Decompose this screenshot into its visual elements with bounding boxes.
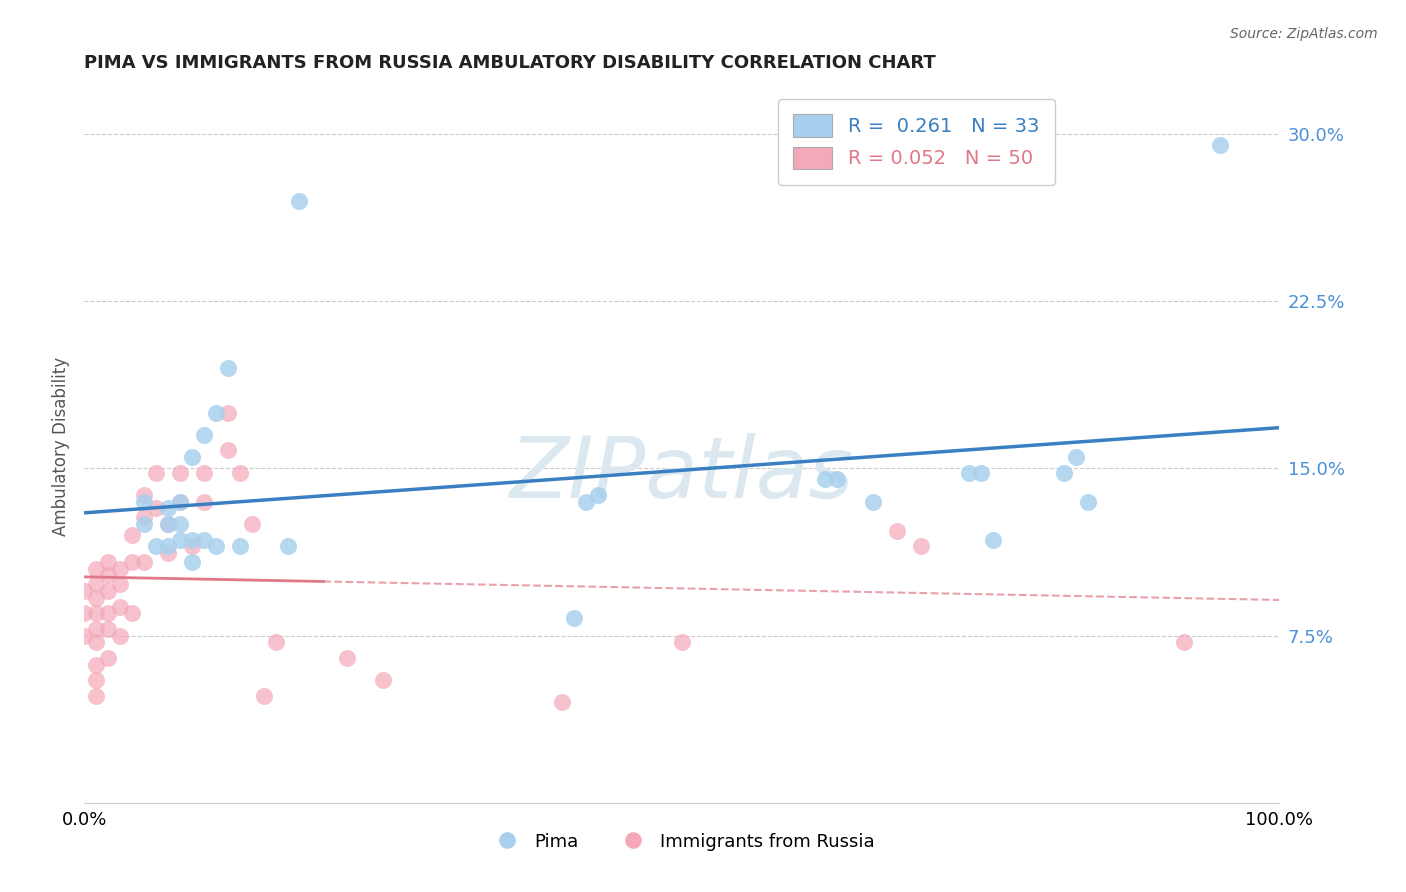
Point bbox=[157, 501, 180, 516]
Point bbox=[97, 555, 120, 569]
Legend: Pima, Immigrants from Russia: Pima, Immigrants from Russia bbox=[482, 826, 882, 858]
Point bbox=[86, 657, 108, 672]
Point bbox=[169, 466, 191, 480]
Point bbox=[97, 651, 120, 665]
Point bbox=[564, 610, 586, 624]
Y-axis label: Ambulatory Disability: Ambulatory Disability bbox=[52, 357, 70, 535]
Point bbox=[277, 539, 299, 553]
Point bbox=[157, 516, 180, 531]
Point bbox=[86, 622, 108, 636]
Point bbox=[169, 516, 191, 531]
Point bbox=[671, 635, 693, 649]
Point bbox=[132, 516, 156, 531]
Point bbox=[827, 473, 849, 487]
Point bbox=[886, 524, 908, 538]
Point bbox=[86, 673, 108, 687]
Point bbox=[145, 539, 167, 553]
Point bbox=[181, 555, 204, 569]
Point bbox=[86, 607, 108, 621]
Point bbox=[86, 635, 108, 649]
Text: ZIPatlas: ZIPatlas bbox=[510, 433, 853, 516]
Point bbox=[121, 555, 143, 569]
Point bbox=[1066, 450, 1088, 464]
Point bbox=[981, 533, 1004, 547]
Point bbox=[970, 466, 993, 480]
Point bbox=[181, 539, 204, 553]
Point bbox=[1173, 635, 1195, 649]
Point bbox=[264, 635, 287, 649]
Point bbox=[132, 510, 156, 524]
Point bbox=[86, 577, 108, 591]
Point bbox=[110, 562, 132, 576]
Point bbox=[229, 466, 252, 480]
Point bbox=[205, 405, 228, 419]
Point bbox=[1053, 466, 1076, 480]
Point bbox=[157, 546, 180, 560]
Text: Source: ZipAtlas.com: Source: ZipAtlas.com bbox=[1230, 27, 1378, 41]
Point bbox=[1209, 137, 1232, 152]
Point bbox=[110, 599, 132, 614]
Point bbox=[132, 488, 156, 502]
Point bbox=[97, 583, 120, 598]
Point bbox=[145, 501, 167, 516]
Point bbox=[575, 494, 598, 508]
Point bbox=[157, 516, 180, 531]
Point bbox=[121, 607, 143, 621]
Point bbox=[217, 360, 239, 375]
Point bbox=[288, 194, 311, 208]
Point bbox=[97, 568, 120, 582]
Point bbox=[217, 443, 239, 458]
Point bbox=[373, 673, 395, 687]
Point bbox=[169, 494, 191, 508]
Point bbox=[193, 494, 215, 508]
Point bbox=[157, 539, 180, 553]
Point bbox=[86, 689, 108, 703]
Point bbox=[551, 696, 574, 710]
Point bbox=[253, 689, 276, 703]
Point bbox=[86, 591, 108, 605]
Point bbox=[910, 539, 932, 553]
Point bbox=[1077, 494, 1099, 508]
Point bbox=[240, 516, 263, 531]
Point bbox=[121, 528, 143, 542]
Point bbox=[181, 450, 204, 464]
Point bbox=[73, 583, 96, 598]
Point bbox=[957, 466, 980, 480]
Point bbox=[862, 494, 884, 508]
Point bbox=[169, 494, 191, 508]
Point bbox=[132, 555, 156, 569]
Point bbox=[169, 533, 191, 547]
Point bbox=[229, 539, 252, 553]
Point bbox=[193, 533, 215, 547]
Point bbox=[205, 539, 228, 553]
Point bbox=[86, 562, 108, 576]
Point bbox=[73, 607, 96, 621]
Point bbox=[588, 488, 610, 502]
Point bbox=[110, 628, 132, 642]
Point bbox=[145, 466, 167, 480]
Point bbox=[181, 533, 204, 547]
Point bbox=[110, 577, 132, 591]
Point bbox=[193, 427, 215, 442]
Point bbox=[193, 466, 215, 480]
Point bbox=[217, 405, 239, 419]
Point bbox=[336, 651, 359, 665]
Point bbox=[73, 628, 96, 642]
Point bbox=[97, 622, 120, 636]
Point bbox=[814, 473, 837, 487]
Text: PIMA VS IMMIGRANTS FROM RUSSIA AMBULATORY DISABILITY CORRELATION CHART: PIMA VS IMMIGRANTS FROM RUSSIA AMBULATOR… bbox=[84, 54, 936, 72]
Point bbox=[97, 607, 120, 621]
Point bbox=[132, 494, 156, 508]
